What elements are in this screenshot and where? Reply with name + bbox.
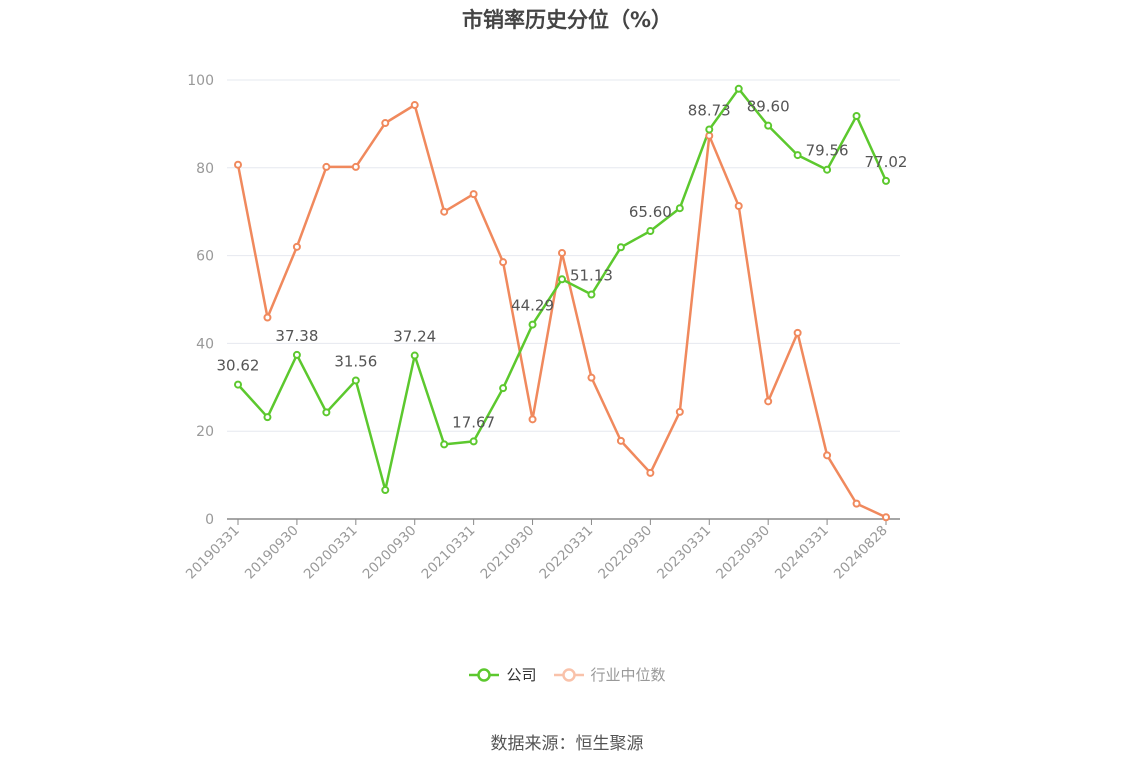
company-data-label: 31.56 [334,352,377,370]
company-data-label: 44.29 [511,297,554,315]
company-data-point [234,380,242,389]
legend-company-label: 公司 [506,666,537,684]
x-tick-label: 20240331 [772,523,832,583]
y-tick-label: 60 [196,249,214,265]
industry-data-point [351,162,360,171]
company-data-point [852,111,861,120]
industry-data-point [882,513,890,522]
company-data-point [410,351,419,360]
industry-data-point [558,248,566,257]
company-data-label: 88.73 [688,101,731,119]
company-data-point [587,290,596,299]
legend-industry-label: 行业中位数 [590,666,666,684]
y-tick-label: 40 [196,336,214,352]
legend-item-company[interactable]: 公司 [468,664,537,685]
company-data-point [469,437,478,446]
legend-company-swatch-icon [469,667,500,682]
company-data-point [322,408,331,417]
company-data-point [764,121,773,130]
industry-data-point [292,242,301,251]
data-source: 数据来源：恒生聚源 [490,734,644,754]
x-tick-label: 20220331 [536,523,596,583]
company-data-point [646,227,655,236]
company-data-label: 77.02 [865,153,908,171]
company-data-label: 79.56 [806,142,849,160]
industry-data-point [734,201,743,210]
legend-item-industry[interactable]: 行业中位数 [553,664,666,685]
industry-data-point [263,313,272,322]
industry-data-point [675,407,684,416]
x-tick-label: 20200930 [360,523,420,583]
industry-data-point [440,207,449,216]
industry-data-point [322,162,331,171]
industry-data-point [852,499,861,508]
company-data-point [440,440,449,449]
company-data-point [793,151,802,160]
industry-data-point [499,258,508,267]
company-data-label: 51.13 [570,267,613,285]
company-series-line [237,87,888,492]
x-tick-label: 20240828 [831,523,891,583]
company-data-label: 65.60 [629,203,672,221]
y-tick-label: 0 [205,512,214,528]
industry-data-point [469,190,478,199]
y-tick-label: 100 [187,73,214,89]
company-data-point [734,84,743,93]
company-data-label: 89.60 [747,98,790,116]
industry-data-point [793,328,802,337]
company-data-point [351,376,360,385]
legend-industry-swatch-icon [553,667,584,682]
x-tick-label: 20190930 [242,523,302,583]
chart-title: 市销率历史分位（%） [461,8,673,32]
x-tick-label: 20230930 [713,523,773,583]
industry-data-point [587,373,596,382]
industry-data-point [616,436,625,445]
industry-series-line [236,103,887,519]
industry-data-point [646,468,655,477]
company-data-point [499,384,508,393]
x-tick-label: 20230331 [654,523,714,583]
company-data-point [528,320,537,329]
industry-data-point [705,131,714,140]
company-data-label: 30.62 [217,357,260,375]
company-data-label: 37.24 [393,328,436,346]
industry-data-point [528,415,537,424]
company-data-point [882,176,890,185]
x-tick-label: 20220930 [595,523,655,583]
industry-data-point [823,451,832,460]
company-data-point [558,275,566,284]
company-data-point [675,204,684,213]
company-data-point [823,165,832,174]
industry-data-point [234,160,242,169]
legend: 公司 行业中位数 [0,664,1134,685]
y-tick-label: 80 [196,161,214,177]
x-tick-label: 20200331 [301,523,361,583]
company-data-point [292,350,301,359]
company-data-label: 17.67 [452,413,495,431]
company-data-point [616,243,625,252]
company-data-point [705,125,714,134]
company-data-point [263,413,272,422]
industry-data-point [764,397,773,406]
y-tick-label: 20 [196,424,214,440]
x-tick-label: 20210930 [477,523,537,583]
industry-data-point [410,101,419,110]
company-data-label: 37.38 [275,327,318,345]
x-tick-label: 20210331 [419,523,479,583]
company-data-point [381,486,390,495]
industry-data-point [381,119,390,128]
x-tick-label: 20190331 [183,523,243,583]
